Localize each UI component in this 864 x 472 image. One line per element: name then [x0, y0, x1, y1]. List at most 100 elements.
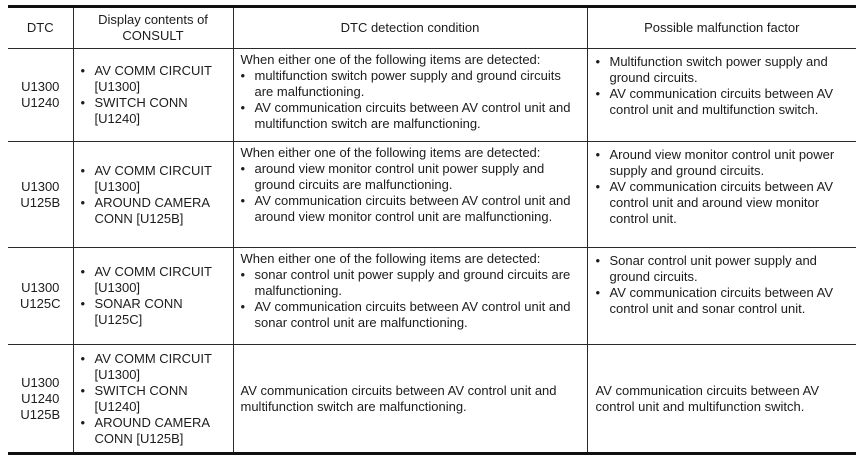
- bullet-icon: •: [80, 162, 86, 178]
- dtc-code: U1300: [21, 79, 60, 94]
- bullet-icon: •: [595, 147, 601, 162]
- table-header-row: DTC Display contents of CONSULT DTC dete…: [8, 6, 856, 49]
- list-item: • AV communication circuits between AV c…: [596, 179, 851, 227]
- table-row: U1300 U1240 • AV COMM CIRCUIT [U1300] • …: [8, 48, 856, 142]
- list-item: • AV communication circuits between AV c…: [241, 193, 581, 225]
- bullet-icon: •: [595, 86, 601, 101]
- list-item: • AV COMM CIRCUIT [U1300]: [81, 351, 229, 383]
- dtc-code: U1240: [21, 95, 60, 110]
- factor-item: AV communication circuits between AV con…: [609, 86, 834, 117]
- list-item: • multifunction switch power supply and …: [241, 68, 581, 100]
- bullet-icon: •: [595, 285, 601, 300]
- list-item: • AV communication circuits between AV c…: [596, 86, 851, 118]
- factor-cell: • Around view monitor control unit power…: [586, 141, 856, 248]
- list-item: • Sonar control unit power supply and gr…: [596, 253, 851, 285]
- consult-item: AV COMM CIRCUIT [U1300]: [94, 350, 212, 382]
- factor-item: Around view monitor control unit power s…: [609, 147, 835, 178]
- list-item: • AROUND CAMERA CONN [U125B]: [81, 195, 229, 227]
- condition-item: multifunction switch power supply and gr…: [254, 68, 561, 99]
- consult-item: AV COMM CIRCUIT [U1300]: [94, 264, 212, 295]
- consult-cell: • AV COMM CIRCUIT [U1300] • SONAR CONN […: [72, 247, 234, 345]
- table-row: U1300 U125C • AV COMM CIRCUIT [U1300] • …: [8, 247, 856, 345]
- dtc-detection-table: DTC Display contents of CONSULT DTC dete…: [8, 5, 856, 455]
- bullet-icon: •: [595, 179, 601, 194]
- table-row: U1300 U1240 U125B • AV COMM CIRCUIT [U13…: [8, 344, 856, 454]
- list-item: • sonar control unit power supply and gr…: [241, 267, 581, 299]
- dtc-code: U1300: [21, 178, 60, 194]
- condition-item: AV communication circuits between AV con…: [254, 299, 571, 330]
- consult-item: SONAR CONN [U125C]: [94, 296, 183, 327]
- list-item: • SWITCH CONN [U1240]: [81, 383, 229, 415]
- consult-item: AROUND CAMERA CONN [U125B]: [94, 194, 210, 226]
- condition-item: AV communication circuits between AV con…: [254, 193, 571, 224]
- condition-cell: When either one of the following items a…: [232, 141, 588, 248]
- dtc-cell: U1300 U1240: [8, 48, 74, 142]
- bullet-icon: •: [80, 414, 86, 430]
- list-item: • AV COMM CIRCUIT [U1300]: [81, 63, 229, 95]
- consult-cell: • AV COMM CIRCUIT [U1300] • SWITCH CONN …: [72, 48, 234, 142]
- bullet-icon: •: [80, 194, 86, 210]
- condition-cell: AV communication circuits between AV con…: [232, 344, 588, 454]
- bullet-icon: •: [80, 264, 86, 279]
- list-item: • around view monitor control unit power…: [241, 161, 581, 193]
- condition-cell: When either one of the following items a…: [232, 48, 588, 142]
- header-dtc: DTC: [8, 6, 74, 49]
- bullet-icon: •: [240, 68, 246, 83]
- bullet-icon: •: [240, 267, 246, 282]
- consult-item: SWITCH CONN [U1240]: [94, 382, 188, 414]
- list-item: • SWITCH CONN [U1240]: [81, 95, 229, 127]
- dtc-code: U125C: [20, 296, 61, 311]
- condition-item: around view monitor control unit power s…: [254, 161, 545, 192]
- dtc-code: U1240: [21, 390, 60, 406]
- consult-cell: • AV COMM CIRCUIT [U1300] • SWITCH CONN …: [72, 344, 234, 454]
- dtc-code: U1300: [21, 374, 60, 390]
- condition-cell: When either one of the following items a…: [232, 247, 588, 345]
- factor-item: Sonar control unit power supply and grou…: [609, 253, 817, 284]
- list-item: • AV communication circuits between AV c…: [241, 299, 581, 331]
- dtc-code: U125B: [20, 194, 61, 210]
- condition-item: AV communication circuits between AV con…: [254, 100, 571, 131]
- condition-intro: When either one of the following items a…: [240, 251, 541, 266]
- bullet-icon: •: [595, 253, 601, 268]
- condition-item: sonar control unit power supply and grou…: [254, 267, 571, 298]
- consult-item: AV COMM CIRCUIT [U1300]: [94, 162, 212, 194]
- bullet-icon: •: [80, 296, 86, 311]
- dtc-cell: U1300 U1240 U125B: [8, 344, 74, 454]
- dtc-cell: U1300 U125C: [8, 247, 74, 345]
- factor-item: AV communication circuits between AV con…: [609, 285, 834, 316]
- bullet-icon: •: [80, 350, 86, 366]
- header-consult: Display contents of CONSULT: [72, 6, 234, 49]
- dtc-cell: U1300 U125B: [8, 141, 74, 248]
- table-row: U1300 U125B • AV COMM CIRCUIT [U1300] • …: [8, 141, 856, 248]
- dtc-code: U1300: [21, 280, 60, 295]
- factor-cell: AV communication circuits between AV con…: [586, 344, 856, 454]
- list-item: • AV COMM CIRCUIT [U1300]: [81, 163, 229, 195]
- consult-item: SWITCH CONN [U1240]: [94, 95, 188, 126]
- list-item: • AROUND CAMERA CONN [U125B]: [81, 415, 229, 447]
- factor-cell: • Sonar control unit power supply and gr…: [586, 247, 856, 345]
- factor-item: AV communication circuits between AV con…: [609, 179, 834, 226]
- list-item: • Around view monitor control unit power…: [596, 147, 851, 179]
- factor-text: AV communication circuits between AV con…: [595, 382, 820, 414]
- bullet-icon: •: [80, 63, 86, 78]
- list-item: • AV communication circuits between AV c…: [596, 285, 851, 317]
- factor-item: Multifunction switch power supply and gr…: [609, 54, 828, 85]
- bullet-icon: •: [240, 299, 246, 314]
- bullet-icon: •: [240, 161, 246, 176]
- factor-cell: • Multifunction switch power supply and …: [586, 48, 856, 142]
- bullet-icon: •: [240, 100, 246, 115]
- dtc-code: U125B: [20, 406, 61, 422]
- bullet-icon: •: [595, 54, 601, 69]
- list-item: • AV COMM CIRCUIT [U1300]: [81, 264, 229, 296]
- bullet-icon: •: [240, 193, 246, 208]
- header-detection-condition: DTC detection condition: [232, 6, 588, 49]
- bullet-icon: •: [80, 95, 86, 110]
- list-item: • Multifunction switch power supply and …: [596, 54, 851, 86]
- consult-item: AV COMM CIRCUIT [U1300]: [94, 63, 212, 94]
- consult-cell: • AV COMM CIRCUIT [U1300] • AROUND CAMER…: [72, 141, 234, 248]
- condition-text: AV communication circuits between AV con…: [240, 382, 557, 414]
- consult-item: AROUND CAMERA CONN [U125B]: [94, 414, 210, 446]
- bullet-icon: •: [80, 382, 86, 398]
- list-item: • AV communication circuits between AV c…: [241, 100, 581, 132]
- header-malfunction-factor: Possible malfunction factor: [586, 6, 856, 49]
